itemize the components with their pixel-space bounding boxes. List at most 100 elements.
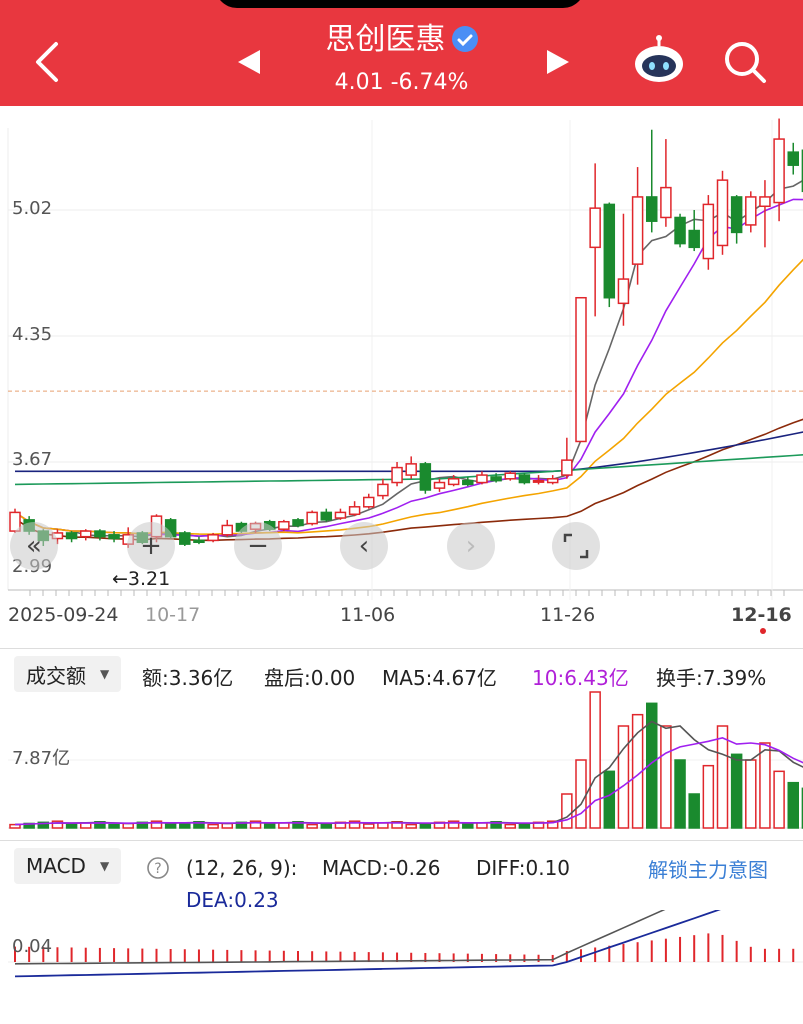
volume-ma5: MA5:4.67亿 [382, 666, 497, 690]
volume-bar [759, 742, 771, 829]
volume-amount: 额:3.36亿 [142, 666, 234, 690]
candle-body [108, 534, 120, 540]
dropdown-triangle-icon: ▼ [100, 667, 110, 681]
volume-bar [575, 759, 587, 829]
candle-body [518, 474, 531, 484]
double-chevron-left-icon: « [26, 531, 42, 561]
candle-body [193, 539, 205, 544]
search-icon[interactable] [723, 40, 767, 84]
help-icon[interactable]: ? [146, 856, 170, 880]
candle-body [603, 203, 616, 299]
candle-body [617, 278, 630, 305]
x-label-3: 11-06 [340, 604, 396, 626]
dea-value: DEA:0.23 [186, 888, 279, 912]
volume-bar [745, 759, 757, 829]
candle-body [447, 478, 460, 486]
chevron-left-icon: ‹ [358, 531, 370, 561]
ma120-line [15, 431, 803, 473]
candle-body [391, 466, 403, 484]
volume-bar [589, 691, 601, 829]
candle-body [207, 534, 219, 542]
stock-name: 思创医惠 [325, 22, 446, 57]
prev-stock-icon[interactable] [236, 48, 262, 76]
candle-body [745, 196, 757, 226]
volume-bar [150, 820, 163, 829]
next-button[interactable]: › [447, 522, 495, 570]
volume-bar [363, 823, 375, 829]
chevron-right-icon: › [465, 531, 477, 561]
volume-bar [702, 764, 715, 829]
diff-line [14, 910, 666, 965]
candle-body [504, 472, 516, 480]
robot-icon[interactable] [632, 34, 686, 86]
verified-icon [451, 25, 478, 52]
macd-params: (12, 26, 9): [186, 856, 298, 880]
volume-ma10: 10:6.43亿 [532, 666, 629, 690]
candle-body [221, 524, 233, 536]
candle-body [348, 506, 361, 516]
candle-body [631, 196, 644, 265]
volume-bar [716, 725, 729, 829]
unlock-main-force-link[interactable]: 解锁主力意图 [648, 858, 768, 882]
volume-indicator-select[interactable]: 成交额 ▼ [14, 656, 122, 692]
volume-bar [348, 820, 361, 829]
candle-body [646, 196, 658, 222]
svg-text:?: ? [154, 861, 161, 877]
fullscreen-icon [563, 533, 589, 559]
candle-body [476, 474, 488, 484]
volume-bar [546, 820, 559, 829]
y-label-1: 5.02 [12, 198, 53, 219]
volume-bar [688, 793, 700, 829]
candle-body [759, 196, 771, 208]
x-label-4: 11-26 [540, 604, 596, 626]
candle-body [94, 530, 106, 538]
candle-body [179, 532, 191, 545]
turnover-rate: 换手:7.39% [656, 666, 767, 690]
y-label-3: 3.67 [12, 449, 53, 470]
macd-chart [8, 910, 803, 978]
next-stock-icon[interactable] [545, 48, 571, 76]
candle-body [702, 203, 715, 260]
candlestick-chart[interactable] [0, 106, 803, 646]
fullscreen-button[interactable] [552, 522, 600, 570]
macd-y-label: 0.04 [12, 936, 53, 957]
zoom-out-button[interactable]: − [234, 522, 282, 570]
volume-bar [674, 759, 686, 829]
volume-bar [730, 753, 743, 829]
prev-button[interactable]: ‹ [340, 522, 388, 570]
dea-line [14, 910, 721, 978]
volume-bar [108, 823, 120, 829]
volume-bar [37, 821, 50, 829]
fast-back-button[interactable]: « [10, 522, 58, 570]
volume-bar [646, 702, 658, 829]
candle-body [320, 511, 333, 521]
camera-notch [215, 0, 585, 8]
back-arrow-icon[interactable] [32, 40, 62, 84]
volume-bar [447, 820, 460, 829]
candle-body [674, 216, 686, 245]
volume-bar [603, 770, 616, 829]
today-dot [760, 628, 766, 634]
zoom-in-button[interactable]: + [127, 522, 175, 570]
header-bar: 思创医惠 4.01 -6.74% [0, 0, 803, 106]
candle-body [787, 151, 799, 166]
candle-body [334, 511, 347, 519]
volume-bar [660, 725, 672, 829]
volume-bar [462, 823, 474, 829]
candle-body [773, 138, 785, 204]
candle-body [292, 519, 304, 527]
section-divider-2 [0, 840, 803, 841]
volume-bar [773, 770, 785, 829]
candle-body [278, 520, 290, 530]
candle-body [65, 532, 78, 540]
macd-indicator-select[interactable]: MACD ▼ [14, 848, 122, 884]
price-change: -6.74% [390, 70, 469, 95]
candle-body [433, 481, 446, 489]
candle-body [377, 483, 389, 497]
candle-body [490, 476, 502, 482]
volume-bar [306, 823, 318, 829]
volume-chart [8, 691, 803, 829]
candle-body [716, 179, 729, 247]
candle-body [660, 186, 672, 219]
min-price-marker: ←3.21 [112, 568, 171, 590]
